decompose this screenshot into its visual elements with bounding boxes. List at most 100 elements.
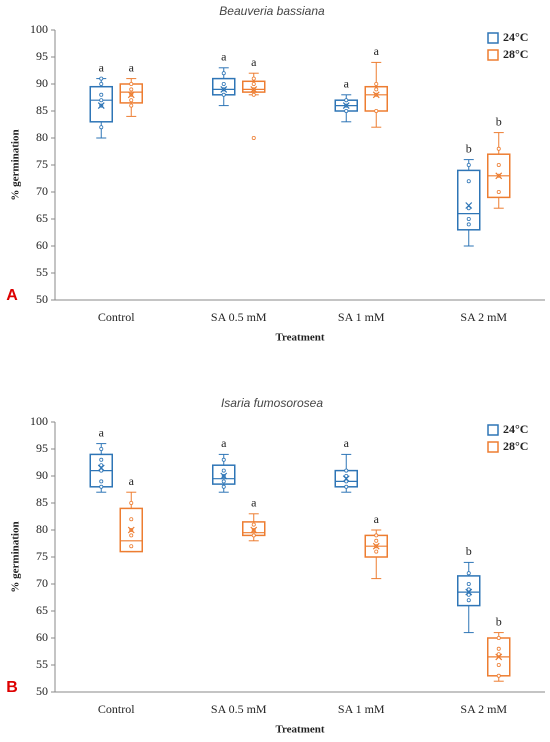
point bbox=[496, 673, 501, 678]
point bbox=[99, 484, 104, 489]
y-tick-label: 70 bbox=[36, 576, 48, 590]
point bbox=[344, 109, 349, 114]
legend-label: 28°C bbox=[503, 47, 528, 61]
point bbox=[129, 533, 134, 538]
y-tick-label: 75 bbox=[36, 157, 48, 171]
x-tick-label: SA 2 mM bbox=[460, 310, 507, 324]
y-axis-label: % germination bbox=[10, 521, 22, 592]
point bbox=[466, 222, 471, 227]
x-axis-label: Treatment bbox=[275, 332, 324, 344]
mean bbox=[342, 475, 350, 483]
point bbox=[99, 125, 104, 130]
point bbox=[374, 87, 379, 92]
y-tick-label: 95 bbox=[36, 49, 48, 63]
point bbox=[99, 446, 104, 451]
letter: a bbox=[251, 496, 257, 510]
point bbox=[221, 484, 226, 489]
mean bbox=[97, 464, 105, 472]
panel-label: A bbox=[6, 287, 18, 304]
mean bbox=[250, 85, 258, 93]
mean bbox=[495, 653, 503, 661]
point bbox=[221, 457, 226, 462]
point bbox=[496, 636, 501, 641]
letter: a bbox=[374, 44, 380, 58]
mean bbox=[97, 102, 105, 110]
box bbox=[457, 169, 481, 231]
letter: a bbox=[129, 474, 135, 488]
point bbox=[466, 206, 471, 211]
point bbox=[374, 82, 379, 87]
point bbox=[129, 98, 134, 103]
mean bbox=[465, 202, 473, 209]
point bbox=[466, 216, 471, 221]
x-tick-label: SA 1 mM bbox=[338, 702, 385, 716]
mean bbox=[372, 542, 380, 550]
legend-key bbox=[487, 441, 499, 453]
legend-label: 24°C bbox=[503, 30, 528, 44]
letter: a bbox=[221, 436, 227, 450]
letter: b bbox=[496, 114, 502, 128]
point bbox=[374, 109, 379, 114]
mean bbox=[220, 472, 228, 480]
box bbox=[242, 80, 266, 93]
point bbox=[251, 92, 256, 97]
panel-label: B bbox=[6, 679, 18, 696]
mean bbox=[127, 91, 135, 99]
y-tick-label: 85 bbox=[36, 495, 48, 509]
x-tick-label: SA 0.5 mM bbox=[211, 310, 267, 324]
y-tick-label: 50 bbox=[36, 684, 48, 698]
point bbox=[496, 146, 501, 151]
point bbox=[251, 135, 256, 140]
point bbox=[374, 533, 379, 538]
point bbox=[344, 479, 349, 484]
point bbox=[466, 598, 471, 603]
letter: a bbox=[129, 60, 135, 74]
y-tick-label: 60 bbox=[36, 238, 48, 252]
x-axis-label: Treatment bbox=[275, 724, 324, 736]
y-tick-label: 55 bbox=[36, 657, 48, 671]
point bbox=[344, 473, 349, 478]
letter: b bbox=[496, 614, 502, 628]
y-tick-label: 75 bbox=[36, 549, 48, 563]
point bbox=[496, 189, 501, 194]
point bbox=[99, 98, 104, 103]
point bbox=[129, 500, 134, 505]
y-tick-label: 95 bbox=[36, 441, 48, 455]
y-axis-label: % germination bbox=[10, 129, 22, 200]
point bbox=[99, 457, 104, 462]
letter: a bbox=[99, 60, 105, 74]
x-tick-label: Control bbox=[98, 702, 135, 716]
mean bbox=[495, 172, 503, 180]
point bbox=[466, 582, 471, 587]
point bbox=[99, 92, 104, 97]
point bbox=[344, 484, 349, 489]
y-tick-label: 80 bbox=[36, 522, 48, 536]
mean bbox=[127, 526, 135, 534]
point bbox=[374, 549, 379, 554]
point bbox=[221, 479, 226, 484]
y-tick-label: 65 bbox=[36, 211, 48, 225]
box bbox=[212, 77, 236, 96]
x-tick-label: SA 2 mM bbox=[460, 702, 507, 716]
point bbox=[344, 98, 349, 103]
point bbox=[466, 587, 471, 592]
letter: a bbox=[99, 425, 105, 439]
letter: a bbox=[344, 77, 350, 91]
x-tick-label: SA 1 mM bbox=[338, 310, 385, 324]
y-tick-label: 90 bbox=[36, 468, 48, 482]
point bbox=[99, 479, 104, 484]
point bbox=[466, 162, 471, 167]
y-tick-label: 90 bbox=[36, 76, 48, 90]
letter: a bbox=[344, 436, 350, 450]
point bbox=[251, 82, 256, 87]
chart-title: Beauveria bassiana bbox=[219, 4, 325, 18]
legend-key bbox=[487, 49, 499, 61]
mean bbox=[342, 102, 350, 110]
letter: a bbox=[251, 55, 257, 69]
y-tick-label: 85 bbox=[36, 103, 48, 117]
y-tick-label: 70 bbox=[36, 184, 48, 198]
y-tick-label: 60 bbox=[36, 630, 48, 644]
y-tick-label: 80 bbox=[36, 130, 48, 144]
point bbox=[466, 571, 471, 576]
